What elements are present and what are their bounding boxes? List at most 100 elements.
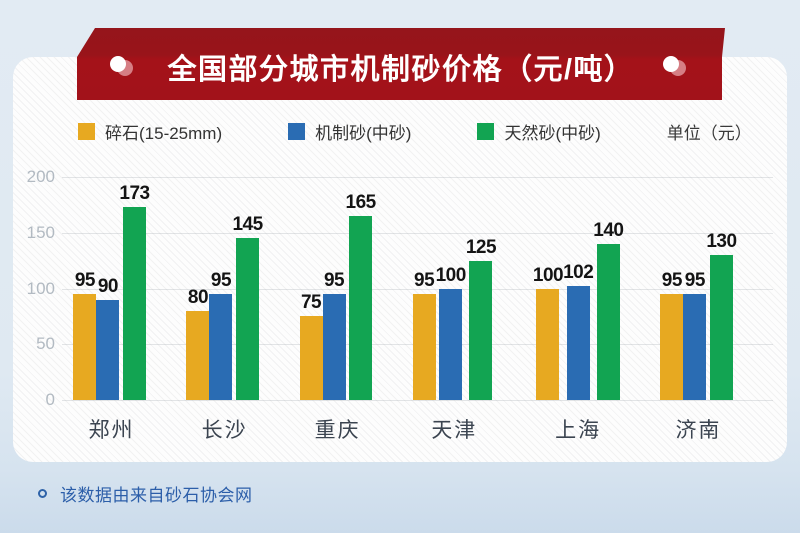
bar-cluster: 80 95 145 xyxy=(186,152,263,400)
city-label: 长沙 xyxy=(201,419,248,442)
bar-value-label: 90 xyxy=(97,275,119,297)
legend-label: 机制砂(中砂) xyxy=(315,123,412,143)
bar-group: 100 102 140 上海 xyxy=(533,152,624,444)
bar-cluster: 75 95 165 xyxy=(299,152,376,400)
bar xyxy=(349,216,373,400)
bar-value-label: 130 xyxy=(706,231,737,253)
bar xyxy=(439,288,463,400)
bar-value-label: 95 xyxy=(414,270,435,292)
bar-cluster: 100 102 140 xyxy=(533,152,624,400)
bar-group: 75 95 165 重庆 xyxy=(299,152,376,444)
source-note: 该数据由来自砂石协会网 xyxy=(38,481,253,506)
bar-cell: 95 xyxy=(209,270,233,400)
bar-value-label: 100 xyxy=(532,264,564,286)
bar-value-label: 95 xyxy=(684,270,706,292)
bar-chart: 0 50 100 150 200 95 90 173 郑州 80 95 145 长沙 75 95 165 重庆… xyxy=(13,57,787,462)
bar-cell: 100 xyxy=(532,264,564,400)
bar-group: 95 95 130 济南 xyxy=(660,152,737,444)
legend: 碎石(15-25mm) 机制砂(中砂) 天然砂(中砂) 单位（元） xyxy=(78,119,752,144)
grid-line xyxy=(62,177,773,178)
bar-cell: 165 xyxy=(346,192,376,400)
legend-item: 碎石(15-25mm) xyxy=(78,119,222,144)
bar-cluster: 95 95 130 xyxy=(660,152,737,400)
bar-value-label: 102 xyxy=(563,262,594,284)
bar-value-label: 75 xyxy=(300,292,322,314)
bar-cell: 130 xyxy=(706,231,737,400)
legend-label: 天然砂(中砂) xyxy=(504,123,601,143)
bar xyxy=(660,294,684,400)
bar-groups: 95 90 173 郑州 80 95 145 长沙 75 95 165 重庆 95 100 125 天津 100… xyxy=(55,152,755,444)
bar xyxy=(683,294,707,400)
bar-value-label: 173 xyxy=(119,183,150,205)
bar-cell: 102 xyxy=(563,262,594,400)
city-label: 济南 xyxy=(675,419,722,442)
grid-line xyxy=(62,400,773,401)
bar-value-label: 100 xyxy=(435,264,467,286)
grid-line xyxy=(62,288,773,290)
y-tick-label: 50 xyxy=(36,334,55,354)
bar-value-label: 95 xyxy=(74,270,96,292)
bar-value-label: 95 xyxy=(661,270,683,292)
y-tick-label: 100 xyxy=(26,278,55,298)
bar-value-label: 95 xyxy=(323,270,345,292)
bar-cluster: 95 90 173 xyxy=(73,152,150,400)
bar xyxy=(236,238,260,400)
bar-cell: 125 xyxy=(465,236,497,400)
city-label: 上海 xyxy=(555,419,602,442)
banner-bead-left-icon xyxy=(110,56,126,72)
city-label: 天津 xyxy=(431,419,478,442)
bar-cluster: 95 100 125 xyxy=(412,152,497,400)
y-tick-label: 0 xyxy=(45,390,55,409)
bar xyxy=(596,243,620,400)
bar-cell: 173 xyxy=(119,183,150,400)
y-tick-label: 200 xyxy=(26,167,55,186)
bar xyxy=(96,299,120,400)
y-tick-label: 150 xyxy=(26,222,55,242)
bar-group: 95 100 125 天津 xyxy=(412,152,497,444)
city-label: 重庆 xyxy=(314,419,361,442)
bar-value-label: 125 xyxy=(465,236,497,258)
bar-cell: 95 xyxy=(73,270,97,400)
title-banner: 全国部分城市机制砂价格（元/吨） xyxy=(77,28,725,100)
bar-cell: 95 xyxy=(412,270,436,400)
bar-cell: 80 xyxy=(186,286,210,400)
bar xyxy=(299,316,323,400)
bar-cell: 95 xyxy=(660,270,684,400)
bar-value-label: 140 xyxy=(593,219,624,241)
bar-group: 80 95 145 长沙 xyxy=(186,152,263,444)
bar xyxy=(73,294,97,400)
bar xyxy=(566,286,590,400)
bar xyxy=(412,294,436,400)
bar-value-label: 80 xyxy=(187,286,209,308)
source-note-text: 该数据由来自砂石协会网 xyxy=(60,486,253,505)
chart-card: 碎石(15-25mm) 机制砂(中砂) 天然砂(中砂) 单位（元） 0 50 100 150… xyxy=(13,57,787,462)
bar xyxy=(209,294,233,400)
bar-cell: 95 xyxy=(683,270,707,400)
bar xyxy=(469,260,493,400)
legend-item: 机制砂(中砂) xyxy=(288,119,411,144)
city-label: 郑州 xyxy=(88,419,135,442)
circle-bullet-icon xyxy=(38,489,47,498)
legend-swatch-icon xyxy=(477,122,495,140)
bar-value-label: 145 xyxy=(232,214,263,236)
legend-item: 天然砂(中砂) xyxy=(477,119,601,144)
bar xyxy=(322,294,346,400)
bar-cell: 90 xyxy=(96,275,120,400)
legend-label: 碎石(15-25mm) xyxy=(105,123,223,143)
bar-value-label: 165 xyxy=(345,192,377,214)
bar-cell: 100 xyxy=(435,264,467,400)
bar xyxy=(536,288,560,400)
bar-cell: 145 xyxy=(232,214,263,400)
bar-cell: 95 xyxy=(322,270,346,400)
grid-line xyxy=(62,232,773,234)
bar xyxy=(186,310,210,400)
bar-group: 95 90 173 郑州 xyxy=(73,152,150,444)
bar-value-label: 95 xyxy=(210,270,232,292)
bar xyxy=(709,255,733,400)
unit-label: 单位（元） xyxy=(666,123,752,143)
legend-swatch-icon xyxy=(78,122,95,140)
bar-cell: 75 xyxy=(299,292,323,400)
bar xyxy=(123,207,147,400)
page-title: 全国部分城市机制砂价格（元/吨） xyxy=(167,53,635,86)
